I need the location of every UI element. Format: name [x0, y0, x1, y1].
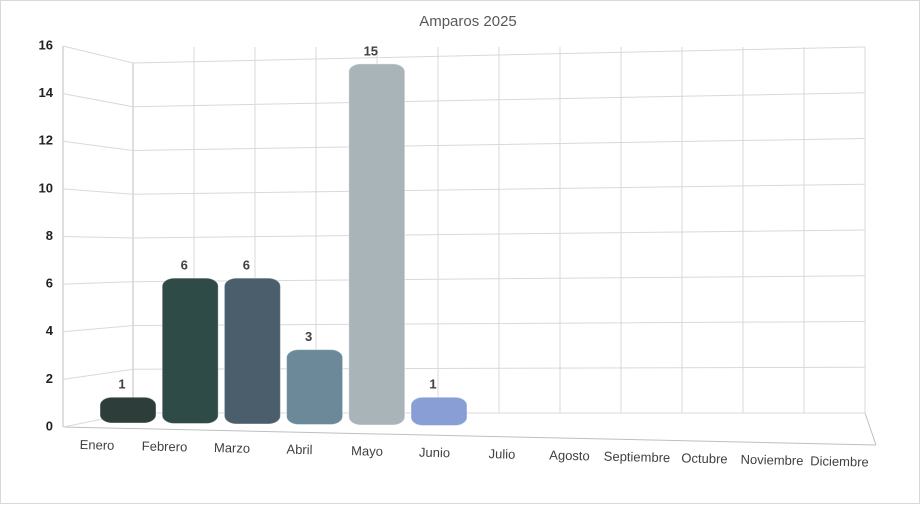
bar: [348, 63, 406, 426]
bar: [223, 277, 281, 425]
x-tick-label: Mayo: [351, 443, 383, 459]
grid-line: [62, 138, 866, 152]
grid-line: [62, 275, 866, 285]
y-tick-label: 2: [46, 371, 53, 386]
x-tick-label: Noviembre: [740, 452, 803, 468]
grid-line: [62, 183, 866, 195]
grid-line: [62, 321, 866, 333]
x-tick-label: Enero: [80, 437, 115, 453]
data-label: 1: [118, 377, 125, 392]
floor-front-edge: [62, 426, 877, 446]
x-tick-label: Septiembre: [604, 449, 671, 466]
bar: [99, 396, 157, 424]
y-tick-label: 6: [46, 276, 53, 291]
x-tick-label: Junio: [419, 445, 450, 461]
data-label: 3: [305, 329, 312, 344]
y-tick-label: 0: [46, 418, 53, 433]
y-tick-label: 10: [39, 180, 53, 195]
bar: [286, 349, 344, 425]
x-tick-label: Febrero: [142, 438, 188, 454]
grid-line: [62, 92, 866, 108]
y-tick-label: 14: [39, 85, 54, 100]
bar: [410, 396, 468, 426]
y-tick-label: 4: [46, 323, 54, 338]
floor-right-edge: [864, 412, 877, 446]
grid-line: [62, 366, 866, 380]
x-tick-label: Abril: [286, 442, 312, 458]
y-tick-label: 8: [46, 228, 53, 243]
x-tick-label: Agosto: [549, 447, 590, 463]
x-tick-label: Julio: [488, 446, 515, 462]
chart-title: Amparos 2025: [419, 13, 517, 30]
data-label: 15: [364, 43, 378, 58]
bar: [161, 277, 219, 424]
y-tick-label: 12: [39, 133, 53, 148]
x-tick-label: Octubre: [681, 450, 728, 466]
grid-line: [62, 45, 866, 64]
data-label: 1: [429, 377, 436, 392]
grid-line: [62, 229, 866, 239]
x-tick-label: Diciembre: [810, 453, 869, 469]
y-tick-label: 16: [39, 37, 53, 52]
data-label: 6: [243, 258, 250, 273]
x-tick-label: Marzo: [214, 440, 250, 456]
data-label: 6: [181, 258, 188, 273]
